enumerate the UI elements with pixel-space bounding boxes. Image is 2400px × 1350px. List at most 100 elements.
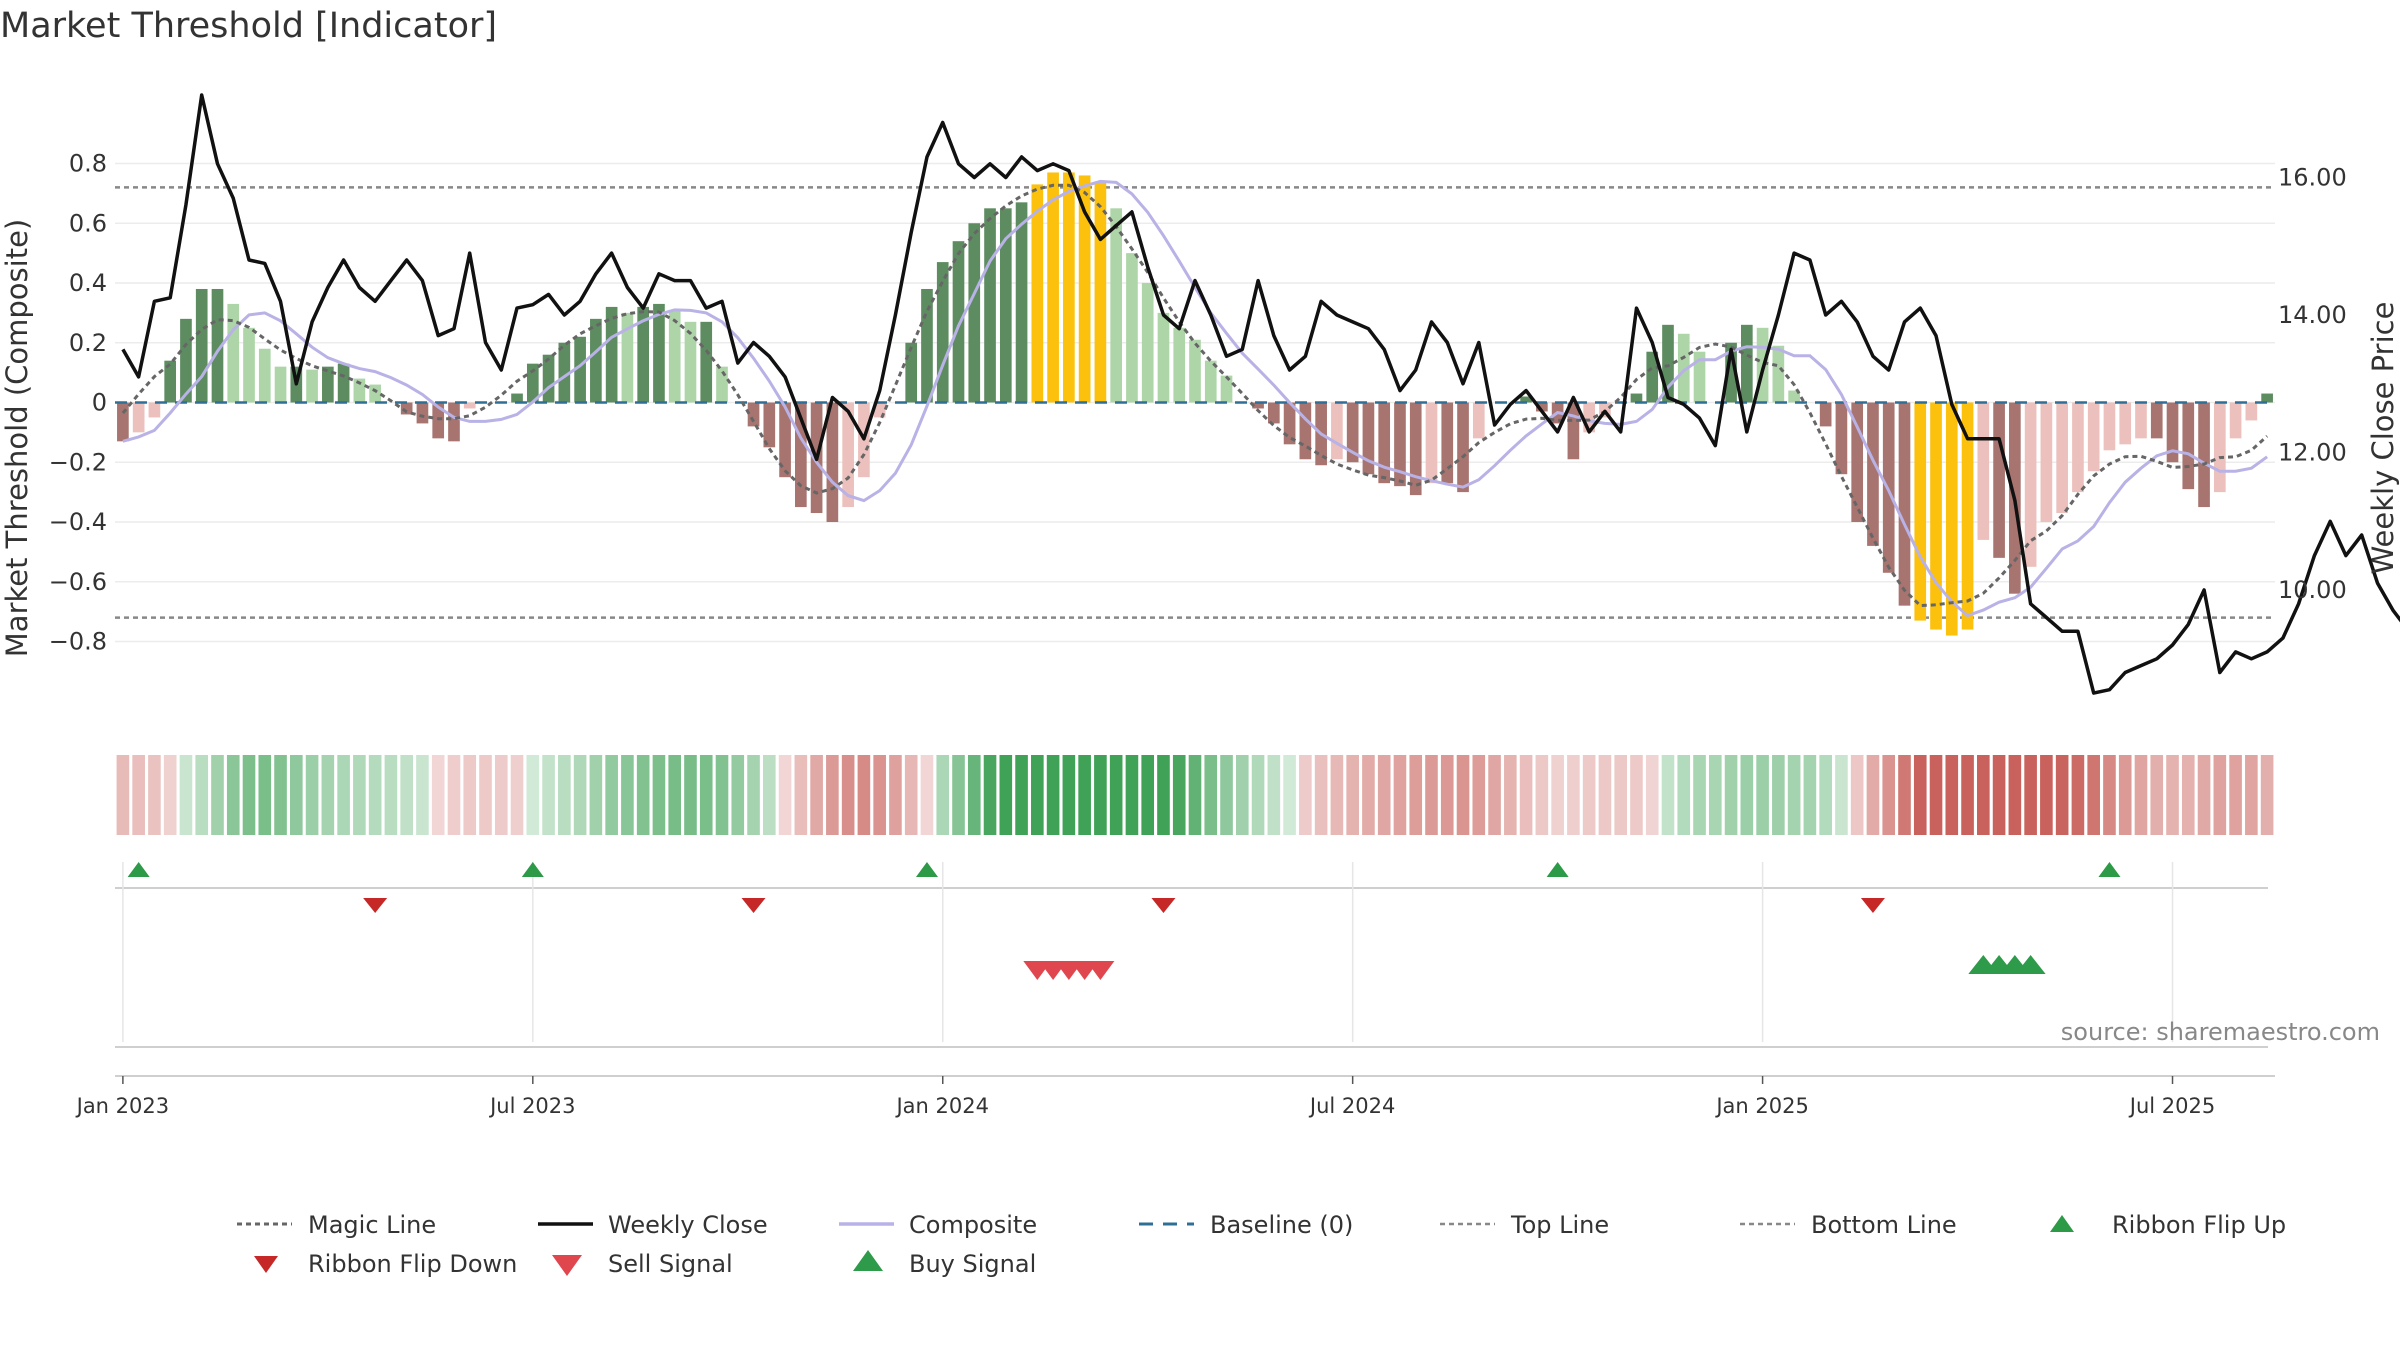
- composite-bar: [873, 402, 886, 418]
- composite-bar: [2229, 402, 2242, 439]
- ribbon-cell: [1992, 755, 2006, 835]
- ribbon-flip-down-icon: [254, 1256, 278, 1273]
- composite-bar: [322, 366, 334, 403]
- composite-bar: [463, 402, 476, 409]
- ribbon-flip-down-marker: [1860, 898, 1885, 913]
- composite-bar: [1394, 402, 1406, 487]
- ribbon-cell: [132, 755, 145, 835]
- ribbon-cell: [290, 755, 303, 835]
- composite-bar: [1725, 342, 1737, 403]
- ribbon-cell: [1677, 755, 1691, 835]
- ribbon-cell: [1472, 755, 1486, 835]
- x-tick-label: Jul 2023: [488, 1094, 575, 1118]
- composite-bar: [1851, 402, 1864, 522]
- ribbon-cell: [211, 755, 224, 835]
- ribbon-cell: [1661, 755, 1675, 835]
- ribbon-cell: [794, 755, 808, 835]
- ribbon-cell: [1708, 755, 1722, 835]
- right-tick-label: 12.00: [2278, 439, 2347, 467]
- composite-bar: [1015, 202, 1028, 403]
- sell-signal-icon: [552, 1255, 582, 1276]
- ribbon-cell: [1567, 755, 1580, 835]
- legend-item-buy-signal: Buy Signal: [853, 1250, 1036, 1278]
- ribbon-cell: [1440, 755, 1454, 835]
- ribbon-cell: [416, 755, 429, 835]
- right-axis-title: Weekly Close Price: [2366, 302, 2400, 575]
- ribbon-cell: [826, 755, 839, 835]
- ribbon-cell: [999, 755, 1013, 835]
- composite-bar: [1567, 402, 1580, 460]
- legend-item-bottom-line: Bottom Line: [1740, 1211, 1957, 1239]
- composite-bar: [842, 402, 854, 508]
- ribbon-cell: [447, 755, 461, 835]
- legend-item-composite: Composite: [839, 1211, 1037, 1239]
- composite-bar: [1078, 175, 1091, 403]
- composite-bar: [2087, 402, 2100, 472]
- right-tick-label: 16.00: [2278, 164, 2347, 192]
- ribbon-cell: [763, 755, 776, 835]
- ribbon-cell: [1283, 755, 1296, 835]
- composite-bar: [416, 402, 429, 424]
- composite-bar: [2261, 393, 2273, 403]
- ribbon-cell: [400, 755, 413, 835]
- composite-bar: [605, 306, 618, 403]
- legend-label-top-line: Top Line: [1510, 1211, 1609, 1239]
- legend-item-ribbon-flip-down: Ribbon Flip Down: [254, 1250, 517, 1278]
- legend-item-weekly-close: Weekly Close: [538, 1211, 768, 1239]
- legend-label-composite: Composite: [909, 1211, 1037, 1239]
- composite-bar: [1283, 402, 1296, 445]
- main-plot-area: 0.8 0.6 0.4 0.2 0 −0.2 −0.4 −0.6 −0.8 16.00 14.00…: [49, 93, 2400, 695]
- composite-bar: [1993, 402, 2005, 558]
- ribbon-cell: [1693, 755, 1706, 835]
- legend-item-sell-signal: Sell Signal: [552, 1250, 733, 1278]
- ribbon-cell: [605, 755, 618, 835]
- composite-bar: [1693, 351, 1706, 403]
- buy-signal-marker: [2015, 955, 2046, 974]
- ribbon-cell: [1362, 755, 1375, 835]
- sell-signal-marker: [1086, 961, 1115, 980]
- ribbon-cell: [2008, 755, 2022, 835]
- right-axis-ticks: 16.00 14.00 12.00 10.00: [2278, 164, 2347, 605]
- ribbon-flip-down-marker: [1151, 898, 1176, 913]
- composite-bar: [2182, 402, 2195, 490]
- composite-bar: [968, 223, 981, 403]
- signal-panel: [115, 862, 2275, 1077]
- composite-bar: [1835, 402, 1848, 475]
- x-tick-label: Jan 2024: [894, 1094, 989, 1118]
- composite-bar: [952, 241, 965, 403]
- ribbon-cell: [684, 755, 697, 835]
- ribbon-cell: [1519, 755, 1533, 835]
- composite-bar: [1409, 402, 1422, 496]
- ribbon-cell: [1913, 755, 1927, 835]
- ribbon-cell: [920, 755, 934, 835]
- composite-bar: [1914, 402, 1927, 621]
- composite-bar: [2166, 402, 2179, 463]
- ribbon-cell: [1141, 755, 1155, 835]
- composite-bar: [1157, 312, 1170, 403]
- ribbon-cell: [1393, 755, 1407, 835]
- composite-bar: [936, 262, 949, 403]
- ribbon-cell: [1898, 755, 1911, 835]
- legend-label-baseline: Baseline (0): [1210, 1211, 1353, 1239]
- composite-bar: [2245, 402, 2258, 421]
- ribbon-cell: [1078, 755, 1091, 835]
- ribbon-cell: [337, 755, 350, 835]
- ribbon-cell: [952, 755, 965, 835]
- ribbon-cell: [668, 755, 682, 835]
- ribbon-cell: [163, 755, 177, 835]
- ribbon-cell: [1314, 755, 1328, 835]
- ribbon-cell: [715, 755, 729, 835]
- composite-bar: [1441, 402, 1454, 484]
- ribbon-cell: [2024, 755, 2037, 835]
- ribbon-cell: [2118, 755, 2132, 835]
- ribbon-cell: [321, 755, 335, 835]
- ribbon-flip-up-marker: [1546, 862, 1569, 877]
- composite-bar: [2135, 402, 2147, 439]
- ribbon-cell: [1346, 755, 1359, 835]
- ribbon-cell: [857, 755, 871, 835]
- composite-bar: [369, 384, 381, 403]
- composite-bar: [668, 309, 681, 403]
- left-tick-label: −0.4: [49, 508, 107, 536]
- composite-bar: [117, 402, 129, 442]
- legend-label-magic-line: Magic Line: [308, 1211, 436, 1239]
